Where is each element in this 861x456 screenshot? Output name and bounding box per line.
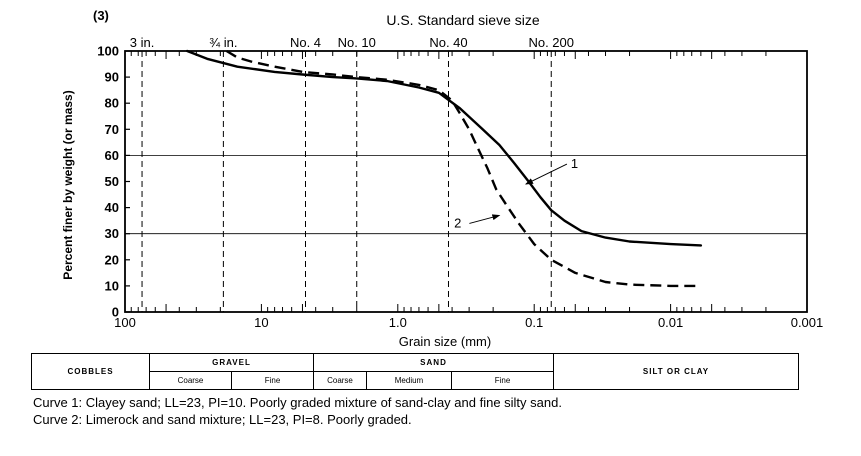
y-tick-label: 50: [105, 174, 119, 189]
y-tick-label: 80: [105, 96, 119, 111]
sand-medium-cell: Medium: [366, 371, 452, 390]
sieve-label: No. 4: [290, 35, 321, 50]
y-tick-label: 60: [105, 148, 119, 163]
x-tick-label: 0.01: [658, 315, 683, 330]
x-tick-label: 100: [114, 315, 136, 330]
grain-size-chart: (3) U.S. Standard sieve size Percent fin…: [61, 8, 823, 349]
sieve-label: No. 200: [528, 35, 574, 50]
y-ticks: 0 10 20 30 40 50 60 70 80 90 100: [97, 44, 130, 320]
sieve-label: No. 40: [429, 35, 467, 50]
sieve-label: 3 in.: [130, 35, 155, 50]
cobbles-cell: COBBLES: [31, 353, 150, 390]
grid-layer: [125, 154, 807, 235]
x-tick-label: 0.001: [791, 315, 824, 330]
curve-label-2: 2: [454, 215, 461, 230]
y-axis-label: Percent finer by weight (or mass): [61, 90, 75, 279]
x-ticks: 100 10 1.0 0.1 0.01 0.001: [114, 51, 823, 330]
sieve-lines: 3 in. ¾ in. No. 4 No. 10 No. 40 No. 200: [130, 35, 574, 312]
y-tick-label: 10: [105, 278, 119, 293]
y-tick-label: 90: [105, 70, 119, 85]
curve-labels: 12: [454, 156, 578, 230]
y-tick-label: 40: [105, 200, 119, 215]
gravel-fine-cell: Fine: [231, 371, 314, 390]
series-curve-1: [186, 49, 703, 247]
x-tick-label: 10: [254, 315, 268, 330]
sand-coarse-cell: Coarse: [313, 371, 367, 390]
sieve-label: No. 10: [338, 35, 376, 50]
y-tick-label: 70: [105, 122, 119, 137]
y-tick-label: 0: [112, 305, 119, 320]
x-tick-label: 1.0: [389, 315, 407, 330]
figure-number: (3): [93, 8, 109, 23]
caption-curve-2: Curve 2: Limerock and sand mixture; LL=2…: [33, 412, 412, 427]
y-tick-label: 20: [105, 252, 119, 267]
gravel-cell: GRAVEL: [149, 353, 314, 372]
caption-curve-1: Curve 1: Clayey sand; LL=23, PI=10. Poor…: [33, 395, 562, 410]
chart-title: U.S. Standard sieve size: [386, 12, 540, 28]
x-axis-label: Grain size (mm): [399, 334, 491, 349]
y-tick-label: 100: [97, 44, 119, 59]
sand-cell: SAND: [312, 353, 555, 372]
sieve-label: ¾ in.: [209, 35, 237, 50]
x-tick-label: 0.1: [525, 315, 543, 330]
silt-clay-cell: SILT OR CLAY: [553, 353, 800, 390]
soil-classification-table: COBBLES GRAVEL SAND SILT OR CLAY Coarse …: [31, 353, 800, 390]
sand-fine-cell: Fine: [450, 371, 555, 390]
y-tick-label: 30: [105, 226, 119, 241]
curve-label-arrow: [525, 163, 568, 185]
plot-frame: [124, 50, 808, 313]
curve-label-1: 1: [571, 156, 578, 171]
series-curve-2: [225, 49, 701, 288]
curve-label-arrow: [469, 214, 501, 224]
gravel-coarse-cell: Coarse: [149, 371, 232, 390]
series-layer: [186, 49, 703, 288]
